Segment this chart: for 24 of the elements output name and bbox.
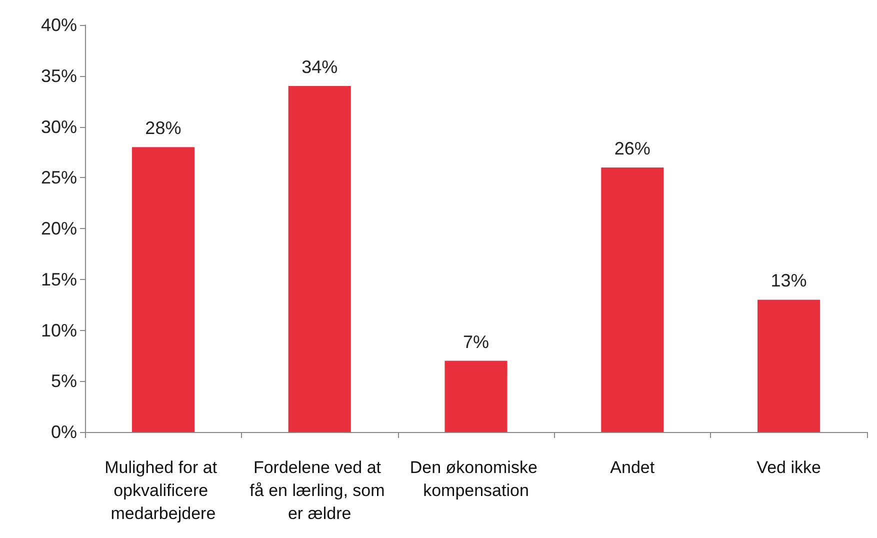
bar	[758, 300, 820, 432]
x-tick-label: Fordelene ved at få en lærling, som er ældre	[250, 458, 390, 523]
data-label: 13%	[770, 270, 807, 291]
data-label: 26%	[614, 138, 650, 158]
y-tick-label: 0%	[50, 422, 77, 442]
y-tick-label: 20%	[40, 218, 77, 238]
y-tick-label: 30%	[40, 116, 77, 137]
bar	[132, 147, 194, 432]
x-tick-label: Andet	[610, 458, 655, 477]
data-label: 7%	[462, 332, 490, 352]
y-tick-label: 40%	[40, 15, 77, 35]
data-label: 34%	[302, 57, 338, 78]
bar	[444, 360, 508, 432]
bar	[601, 167, 664, 432]
y-tick-label: 35%	[40, 66, 77, 86]
y-tick-label: 10%	[40, 320, 77, 340]
bar	[288, 86, 351, 432]
y-tick-label: 15%	[40, 269, 77, 290]
data-label: 28%	[145, 118, 182, 138]
y-tick-label: 5%	[50, 371, 77, 392]
x-tick-label: Den økonomiske kompensation	[410, 458, 542, 500]
x-tick-label: Mulighed for at opkvalificere medarbejdere	[104, 458, 222, 523]
x-tick-label: Ved ikke	[756, 458, 821, 477]
y-tick-label: 25%	[40, 168, 77, 188]
